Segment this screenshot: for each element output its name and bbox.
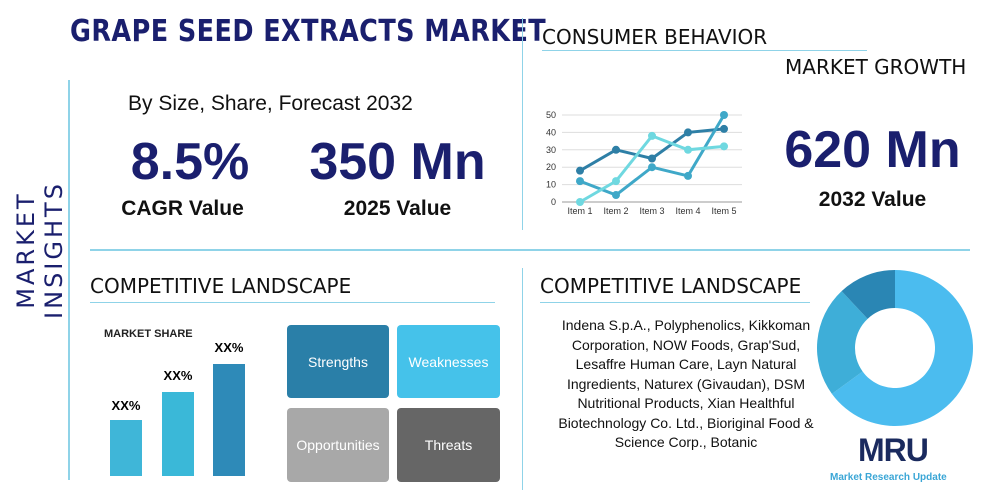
bar: [162, 392, 194, 476]
data-point: [648, 131, 656, 140]
company-list: Indena S.p.A., Polyphenolics, Kikkoman C…: [558, 317, 814, 450]
bar-label: XX%: [214, 340, 244, 355]
bar: [213, 364, 245, 476]
cagr-value: 8.5%: [130, 133, 250, 191]
divider: [90, 302, 495, 303]
x-tick-label: Item 5: [711, 206, 736, 216]
subtitle: By Size, Share, Forecast 2032: [128, 92, 413, 115]
logo: MRU: [858, 432, 929, 468]
data-point: [648, 163, 656, 172]
consumer-behavior-heading: CONSUMER BEHAVIOR: [542, 25, 768, 49]
y-tick-label: 30: [546, 145, 556, 155]
market-growth-heading: MARKET GROWTH: [785, 55, 967, 79]
side-title: MARKET INSIGHTS: [12, 181, 68, 319]
data-point: [720, 142, 728, 151]
divider: [68, 80, 70, 480]
y-tick-label: 50: [546, 110, 556, 120]
logo-tagline: Market Research Update: [830, 472, 947, 483]
donut-slice: [841, 270, 895, 319]
data-point: [684, 145, 692, 154]
data-point: [684, 171, 692, 180]
y-tick-label: 10: [546, 180, 556, 190]
data-point: [684, 128, 692, 137]
divider: [542, 50, 867, 51]
swot-weaknesses: Weaknesses: [397, 325, 500, 398]
swot-strengths: Strengths: [287, 325, 389, 398]
swot-opportunities: Opportunities: [287, 408, 389, 482]
divider: [522, 18, 523, 230]
x-tick-label: Item 4: [675, 206, 700, 216]
donut-chart: [817, 270, 973, 426]
y-tick-label: 40: [546, 127, 556, 137]
divider: [540, 302, 810, 303]
page-title: GRAPE SEED EXTRACTS MARKET: [70, 14, 547, 49]
competitive-right-heading: COMPETITIVE LANDSCAPE: [540, 274, 802, 298]
data-point: [576, 166, 584, 175]
data-point: [648, 154, 656, 163]
divider: [522, 268, 523, 490]
x-tick-label: Item 3: [639, 206, 664, 216]
donut-slice: [817, 291, 868, 394]
data-point: [612, 191, 620, 200]
swot-threats: Threats: [397, 408, 500, 482]
cagr-label: CAGR Value: [121, 197, 244, 220]
bar-label: XX%: [111, 398, 141, 413]
x-tick-label: Item 1: [567, 206, 592, 216]
bar-label: XX%: [163, 368, 193, 383]
competitive-left-heading: COMPETITIVE LANDSCAPE: [90, 274, 352, 298]
y-tick-label: 20: [546, 162, 556, 172]
line-chart: 0 10 20 30 40 50 Item 1 Item 2 Item 3 Item 4 Item …: [546, 110, 742, 216]
value-2032-label: 2032 Value: [818, 188, 927, 211]
bar: [110, 420, 142, 476]
data-point: [720, 111, 728, 119]
value-2032: 620 Mn: [784, 121, 961, 179]
data-point: [612, 145, 620, 154]
data-point: [720, 124, 728, 133]
value-2025: 350 Mn: [309, 133, 486, 191]
data-point: [576, 198, 584, 206]
divider: [90, 249, 970, 251]
data-point: [576, 177, 584, 186]
y-tick-label: 0: [551, 197, 556, 207]
x-tick-label: Item 2: [603, 206, 628, 216]
donut-slice: [831, 270, 973, 426]
value-2025-label: 2025 Value: [343, 197, 452, 220]
data-point: [612, 177, 620, 186]
market-share-title: MARKET SHARE: [104, 328, 193, 340]
